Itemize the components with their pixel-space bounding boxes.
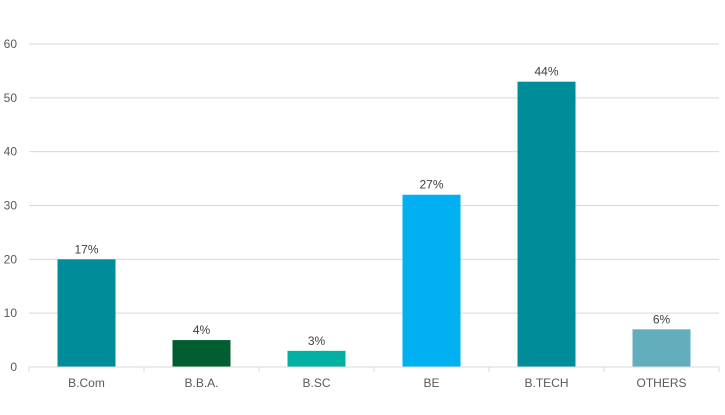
x-axis-category-labels: B.Com B.B.A. B.SC BE B.TECH OTHERS bbox=[68, 376, 686, 390]
bar-b-tech bbox=[517, 81, 576, 367]
data-labels: 17% 4% 3% 27% 44% 6% bbox=[74, 65, 670, 348]
y-axis-tick-labels: 0 10 20 30 40 50 60 bbox=[4, 37, 18, 374]
data-label: 44% bbox=[534, 65, 558, 79]
x-axis bbox=[28, 366, 720, 372]
x-category-label: B.Com bbox=[68, 376, 105, 390]
data-label: 17% bbox=[74, 242, 98, 256]
data-label: 3% bbox=[308, 334, 326, 348]
x-category-label: B.B.A. bbox=[184, 376, 218, 390]
gridlines bbox=[29, 43, 719, 314]
y-tick-label: 50 bbox=[4, 91, 18, 105]
x-category-label: B.SC bbox=[302, 376, 330, 390]
x-category-label: B.TECH bbox=[524, 376, 568, 390]
y-tick-label: 20 bbox=[4, 252, 18, 266]
bar-b-com bbox=[57, 259, 116, 367]
bars bbox=[57, 81, 691, 367]
data-label: 6% bbox=[653, 312, 671, 326]
bar-others bbox=[632, 329, 691, 367]
x-category-label: OTHERS bbox=[636, 376, 686, 390]
y-tick-label: 10 bbox=[4, 306, 18, 320]
bar-b-b-a bbox=[172, 340, 231, 367]
bar-b-sc bbox=[287, 350, 346, 367]
y-tick-label: 0 bbox=[10, 360, 17, 374]
bar-be bbox=[402, 194, 461, 367]
y-tick-label: 30 bbox=[4, 199, 18, 213]
y-tick-label: 40 bbox=[4, 145, 18, 159]
x-category-label: BE bbox=[423, 376, 439, 390]
data-label: 27% bbox=[419, 178, 443, 192]
y-tick-label: 60 bbox=[4, 37, 18, 51]
data-label: 4% bbox=[193, 323, 211, 337]
